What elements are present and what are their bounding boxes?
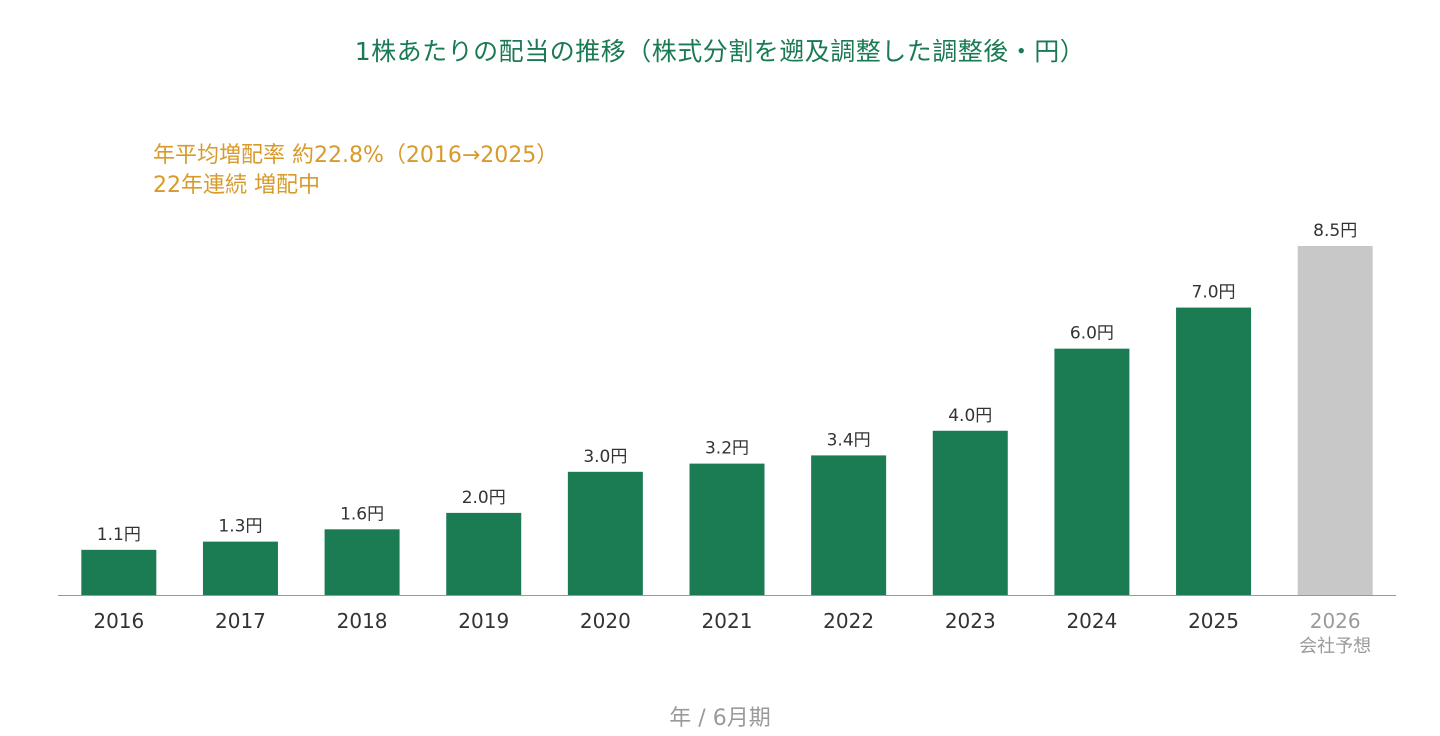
bar-2022 bbox=[811, 455, 887, 595]
data-label-2018: 1.6円 bbox=[340, 504, 384, 524]
bar-2024 bbox=[1054, 348, 1130, 595]
growth-rate-note: 年平均増配率 約22.8%（2016→2025） bbox=[153, 143, 559, 168]
data-label-2025: 7.0円 bbox=[1192, 283, 1236, 303]
data-label-2017: 1.3円 bbox=[218, 517, 262, 537]
data-label-2016: 1.1円 bbox=[97, 525, 141, 545]
data-label-2020: 3.0円 bbox=[583, 447, 627, 467]
bar-2023 bbox=[932, 430, 1008, 595]
x-tick-label-2025: 2025 bbox=[1188, 609, 1239, 633]
bar-2025 bbox=[1176, 307, 1252, 595]
x-tick-label-2020: 2020 bbox=[580, 609, 631, 633]
x-tick-label-2021: 2021 bbox=[702, 609, 753, 633]
bar-2019 bbox=[446, 512, 522, 595]
bar-2017 bbox=[202, 541, 278, 595]
consecutive-increase-note: 22年連続 増配中 bbox=[153, 173, 320, 198]
data-label-2019: 2.0円 bbox=[462, 488, 506, 508]
data-label-2021: 3.2円 bbox=[705, 439, 749, 459]
x-tick-label-2026: 2026 bbox=[1310, 609, 1361, 633]
bar-2026 bbox=[1297, 246, 1373, 595]
x-tick-label-2023: 2023 bbox=[945, 609, 996, 633]
x-tick-label-2017: 2017 bbox=[215, 609, 266, 633]
bar-2016 bbox=[81, 549, 157, 595]
data-label-2024: 6.0円 bbox=[1070, 324, 1114, 344]
x-tick-label-2019: 2019 bbox=[458, 609, 509, 633]
bar-2018 bbox=[324, 529, 400, 595]
x-tick-label-2016: 2016 bbox=[93, 609, 144, 633]
data-label-2026: 8.5円 bbox=[1313, 221, 1357, 241]
bar-2021 bbox=[689, 463, 765, 595]
x-tick-label-2024: 2024 bbox=[1066, 609, 1117, 633]
x-tick-label-2018: 2018 bbox=[337, 609, 388, 633]
bar-2020 bbox=[567, 471, 643, 595]
x-tick-label-2022: 2022 bbox=[823, 609, 874, 633]
data-label-2022: 3.4円 bbox=[827, 430, 871, 450]
chart-title: 1株あたりの配当の推移（株式分割を遡及調整した調整後・円） bbox=[354, 37, 1086, 66]
x-tick-sublabel-2026: 会社予想 bbox=[1299, 636, 1371, 657]
x-axis-title: 年 / 6月期 bbox=[669, 706, 771, 731]
data-label-2023: 4.0円 bbox=[948, 406, 992, 426]
